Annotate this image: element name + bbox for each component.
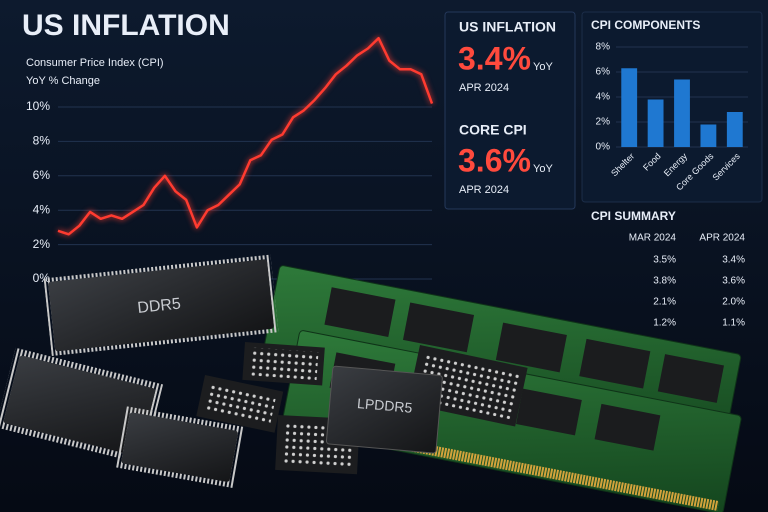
ram-chip: [594, 403, 661, 451]
bar: [726, 112, 743, 147]
summary-cell: 2.0%: [722, 297, 745, 308]
kpi-value: 3.4%: [458, 40, 531, 76]
chip-balls: [203, 382, 277, 426]
chip-label: DDR5: [137, 295, 182, 316]
summary-cell: 2.1%: [653, 297, 676, 308]
ram-chip: [402, 302, 475, 353]
bar: [700, 124, 717, 147]
y-tick-label: 6%: [596, 67, 611, 78]
y-tick-label: 8%: [596, 42, 611, 53]
ram-chip: [516, 388, 582, 436]
summary-cell: 3.5%: [653, 255, 676, 266]
summary-title: CPI SUMMARY: [591, 209, 676, 223]
y-tick-label: 4%: [33, 202, 51, 216]
chip-balls: [248, 347, 319, 381]
ram-chip: [324, 287, 396, 337]
hardware: DDR5 LPDDR5: [0, 254, 742, 512]
ddr5-chip: DDR5: [43, 254, 279, 357]
summary-cell: 1.1%: [722, 318, 745, 329]
line-y-label: YoY % Change: [26, 75, 100, 87]
y-tick-label: 6%: [33, 168, 51, 182]
qfp-chip: [115, 406, 245, 489]
summary-column: APR 2024: [699, 233, 745, 244]
ram-chip: [495, 322, 567, 373]
y-tick-label: 4%: [596, 92, 611, 103]
bga-chip: [242, 342, 325, 386]
summary-cell: 3.4%: [722, 255, 745, 266]
y-tick-label: 0%: [596, 142, 611, 153]
chip-body: [3, 355, 156, 457]
kpi-panel: [444, 11, 576, 210]
kpi-value: 3.6%: [458, 142, 531, 178]
kpi-label: US INFLATION: [459, 19, 556, 35]
ram-chip: [657, 354, 724, 403]
ram-chip: [579, 338, 651, 389]
summary-column: MAR 2024: [629, 233, 677, 244]
bar: [674, 79, 690, 147]
kpi-unit: YoY: [533, 163, 553, 175]
chip-body: [121, 412, 238, 482]
y-tick-label: 10%: [26, 99, 50, 113]
kpi-date: APR 2024: [459, 82, 509, 94]
bga-chip: [196, 375, 284, 433]
y-tick-label: 8%: [33, 134, 51, 148]
kpi-unit: YoY: [533, 61, 553, 73]
page-title: US INFLATION: [22, 9, 230, 42]
bar: [647, 99, 664, 147]
cpi-line: [57, 36, 434, 236]
summary-cell: 3.6%: [722, 276, 745, 287]
chip-body: [325, 365, 443, 454]
summary-cell: 1.2%: [653, 318, 676, 329]
y-tick-label: 2%: [33, 237, 51, 251]
line-subtitle: Consumer Price Index (CPI): [26, 57, 164, 69]
chip-balls: [414, 352, 521, 420]
kpi-label: CORE CPI: [459, 122, 527, 138]
chip-body: [48, 259, 274, 352]
kpi-date: APR 2024: [459, 184, 509, 196]
y-tick-label: 2%: [596, 117, 611, 128]
bar: [621, 68, 638, 147]
bar-title: CPI COMPONENTS: [591, 18, 700, 32]
chip-label: LPDDR5: [357, 395, 414, 416]
lpddr5-chip: LPDDR5: [325, 365, 443, 454]
summary-cell: 3.8%: [653, 276, 676, 287]
components-panel: [581, 11, 763, 203]
